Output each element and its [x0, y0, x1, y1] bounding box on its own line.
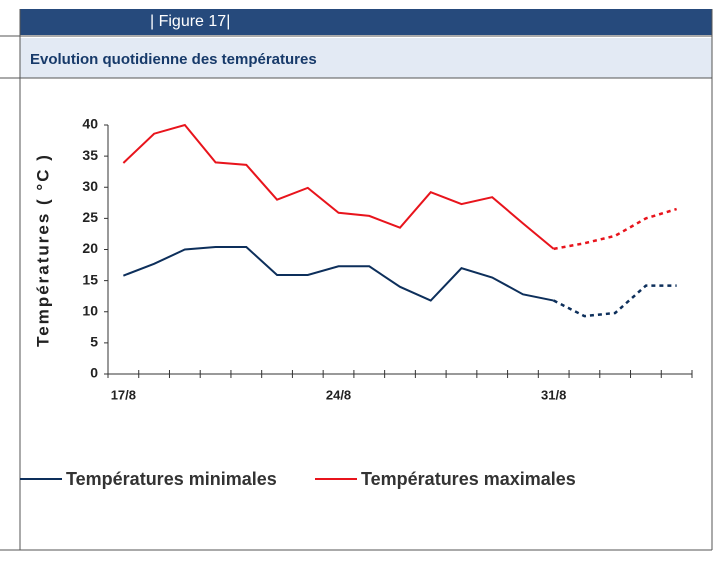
projected-line: [553, 207, 677, 251]
x-tick-label: 24/8: [326, 387, 351, 402]
y-tick-label: 30: [82, 178, 98, 194]
title-band: [20, 38, 712, 78]
x-tick-label: 17/8: [111, 387, 136, 402]
y-tick-label: 5: [90, 334, 98, 350]
y-tick-label: 40: [82, 116, 98, 132]
y-tick-label: 20: [82, 240, 98, 256]
x-tick-label: 31/8: [541, 387, 566, 402]
y-tick-label: 10: [82, 302, 98, 318]
projected-line: [553, 284, 677, 318]
header-bar: [20, 9, 712, 35]
chart-title: Evolution quotidienne des températures: [30, 51, 317, 68]
figure-label: | Figure 17|: [150, 13, 230, 30]
y-tick-label: 25: [82, 209, 98, 225]
y-tick-label: 35: [82, 147, 98, 163]
series-line: [123, 246, 554, 302]
y-tick-label: 15: [82, 271, 98, 287]
y-tick-label: 0: [90, 365, 98, 381]
y-axis-label: Températures ( °C ): [33, 153, 52, 347]
legend-label: Températures maximales: [361, 469, 576, 489]
series-line: [122, 123, 555, 250]
legend-label: Températures minimales: [66, 469, 277, 489]
